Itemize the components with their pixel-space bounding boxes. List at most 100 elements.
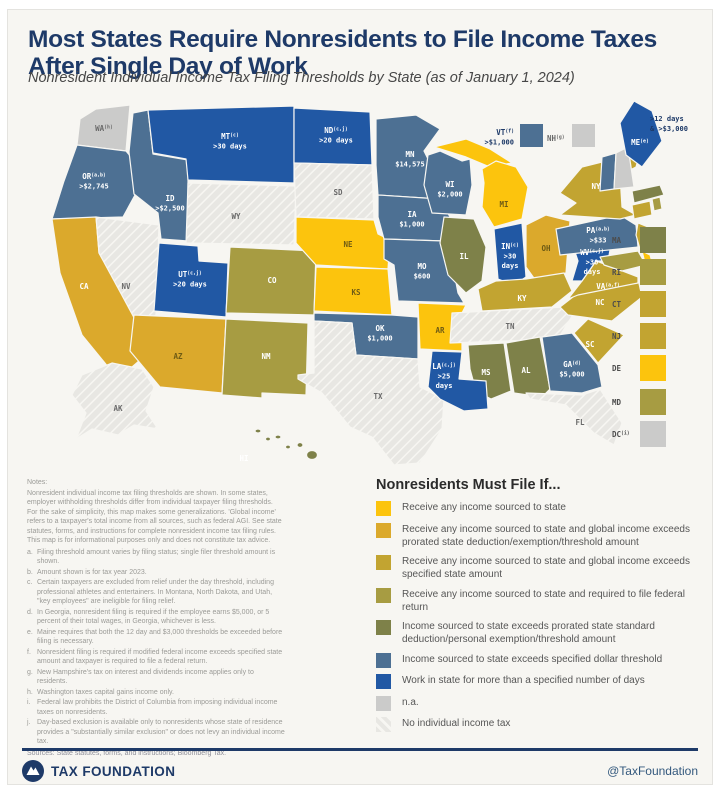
legend-label-2: Receive any income sourced to state and … bbox=[402, 556, 690, 580]
legend-swatch-3 bbox=[376, 587, 391, 603]
legend-title: Nonresidents Must File If... bbox=[376, 477, 561, 493]
state-shape-sd bbox=[293, 162, 375, 220]
state-label-hi: HI bbox=[239, 454, 248, 463]
state-shape-mi bbox=[481, 160, 529, 228]
state-label-wy: WY bbox=[231, 212, 241, 221]
state-label-nc: NC bbox=[595, 298, 604, 307]
state-shape-nm bbox=[221, 318, 309, 399]
legend-swatch-8 bbox=[376, 717, 391, 732]
state-shape-ri bbox=[651, 196, 663, 212]
note-item-h: h. Washington taxes capital gains income … bbox=[27, 688, 174, 696]
legend-swatch-2 bbox=[376, 555, 391, 570]
state-label-id: ID >$2,500 bbox=[155, 194, 185, 213]
state-label-co: CO bbox=[267, 276, 277, 285]
social-handle: @TaxFoundation bbox=[607, 764, 698, 778]
state-label-oh: OH bbox=[541, 244, 551, 253]
legend-item-1: Receive any income sourced to state and … bbox=[376, 522, 698, 549]
state-shape-md bbox=[599, 250, 647, 272]
state-label-fl: FL bbox=[575, 418, 585, 427]
state-label-sc: SC bbox=[585, 340, 594, 349]
east-list-label-ma: MA bbox=[612, 236, 622, 245]
state-shape-ut bbox=[153, 242, 229, 318]
state-shape-ak bbox=[71, 362, 159, 440]
east-list-swatch-de bbox=[640, 355, 666, 381]
page-title: Most States Require Nonresidents to File… bbox=[28, 26, 657, 81]
page-subtitle: Nonresident Individual Income Tax Filing… bbox=[28, 70, 575, 86]
legend-swatch-4 bbox=[376, 620, 391, 635]
state-label-mi: MI bbox=[499, 200, 508, 209]
east-list-swatch-dc bbox=[640, 421, 666, 447]
state-label-ok: OK $1,000 bbox=[367, 324, 392, 343]
legend-item-3: Receive any income sourced to state and … bbox=[376, 587, 698, 614]
callout-nh-swatch bbox=[572, 124, 595, 147]
note-item-f: f. Nonresident filing is required if modi… bbox=[27, 648, 283, 666]
legend-label-3: Receive any income sourced to state and … bbox=[402, 588, 685, 613]
state-label-al: AL bbox=[521, 366, 531, 375]
us-map-svg: WA(h) OR(a,b) >$2,745 CA NV ID >$2,500 MT(c) >30… bbox=[51, 100, 688, 466]
state-shape-la bbox=[427, 350, 489, 412]
east-list-label-md: MD bbox=[612, 398, 622, 407]
state-label-wa: WA(h) bbox=[95, 124, 113, 133]
note-item-g: g. New Hampshire's tax on interest and di… bbox=[27, 668, 254, 686]
state-shape-wa bbox=[76, 104, 131, 152]
footer-divider bbox=[22, 748, 698, 751]
note-item-b: b. Amount shown is for tax year 2023. bbox=[27, 568, 147, 576]
state-shape-hi bbox=[274, 434, 282, 440]
notes-intro: Nonresident individual income tax filing… bbox=[27, 489, 282, 545]
state-shape-mt bbox=[147, 105, 295, 184]
state-label-mn: MN $14,575 bbox=[395, 150, 425, 169]
east-list-label-ri: RI bbox=[612, 268, 621, 277]
state-label-nv: NV bbox=[121, 282, 131, 291]
state-label-ar: AR bbox=[435, 326, 445, 335]
legend-item-7: n.a. bbox=[376, 695, 698, 711]
state-label-nd: ND(c,j) >20 days bbox=[319, 126, 353, 145]
legend-item-8: No individual income tax bbox=[376, 717, 698, 732]
brand-lockup: TAX FOUNDATION bbox=[22, 760, 175, 782]
state-label-mt: MT(c) >30 days bbox=[213, 132, 247, 151]
legend-label-7: n.a. bbox=[402, 696, 419, 708]
me-threshold-note: >12 days & >$3,000 bbox=[650, 115, 688, 133]
state-label-mo: MO $600 bbox=[414, 262, 431, 281]
us-choropleth-map: WA(h) OR(a,b) >$2,745 CA NV ID >$2,500 MT(c) >30… bbox=[20, 97, 692, 477]
state-label-ky: KY bbox=[517, 294, 527, 303]
state-shape-ct bbox=[631, 200, 653, 220]
state-shape-tn bbox=[449, 306, 575, 344]
note-item-d: d. In Georgia, nonresident filing is requ… bbox=[27, 608, 270, 626]
state-label-ak: AK bbox=[113, 404, 123, 413]
state-shape-tx bbox=[297, 320, 445, 466]
state-shape-az bbox=[129, 314, 227, 394]
brand-name: TAX FOUNDATION bbox=[51, 763, 176, 779]
state-shape-ma bbox=[631, 184, 665, 204]
legend-swatch-6 bbox=[376, 674, 391, 689]
state-label-sd: SD bbox=[333, 188, 343, 197]
state-shape-hi bbox=[305, 449, 319, 461]
legend-swatch-5 bbox=[376, 652, 391, 668]
state-shape-or bbox=[51, 144, 136, 220]
state-shape-ky bbox=[477, 272, 573, 312]
legend-swatch-7 bbox=[376, 695, 391, 711]
legend-swatch-1 bbox=[376, 522, 391, 538]
legend-label-4: Income sourced to state exceeds prorated… bbox=[402, 621, 655, 645]
state-shape-wy bbox=[185, 182, 297, 246]
state-label-ne: NE bbox=[343, 240, 353, 249]
note-item-i: i. Federal law prohibits the District of … bbox=[27, 699, 278, 716]
state-shape-hi bbox=[296, 441, 304, 449]
state-label-ms: MS bbox=[481, 368, 491, 377]
state-label-tx: TX bbox=[373, 392, 383, 401]
state-shape-il bbox=[439, 216, 487, 294]
state-label-wi: WI $2,000 bbox=[437, 180, 462, 199]
state-shape-wi bbox=[423, 150, 473, 216]
east-list-label-ct: CT bbox=[612, 300, 622, 309]
east-list-swatch-ct bbox=[640, 291, 666, 317]
east-list-swatch-ma bbox=[640, 227, 666, 253]
east-list-swatch-md bbox=[640, 389, 666, 415]
state-label-ut: UT(c,j) >20 days bbox=[173, 270, 207, 289]
legend-label-5: Income sourced to state exceeds specifie… bbox=[402, 653, 663, 665]
legend-item-6: Work in state for more than a specified … bbox=[376, 674, 698, 689]
legend-label-6: Work in state for more than a specified … bbox=[402, 675, 645, 686]
state-label-ks: KS bbox=[351, 288, 361, 297]
legend-label-8: No individual income tax bbox=[402, 718, 511, 729]
state-label-nm: NM bbox=[261, 352, 271, 361]
notes-block: Notes: Nonresident individual income tax… bbox=[27, 478, 285, 758]
footer: TAX FOUNDATION @TaxFoundation bbox=[22, 756, 698, 786]
